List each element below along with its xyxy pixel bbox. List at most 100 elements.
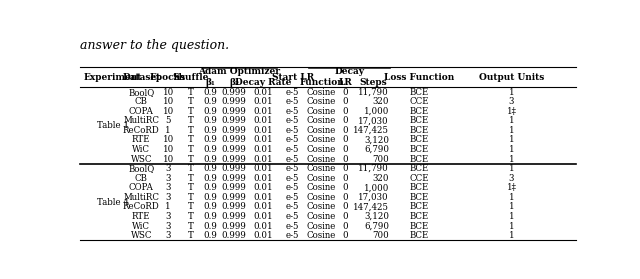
Text: 11,790: 11,790: [358, 164, 389, 173]
Text: 0.01: 0.01: [253, 145, 273, 154]
Text: β₁: β₁: [205, 78, 215, 87]
Text: Cosine: Cosine: [307, 97, 336, 106]
Text: 1: 1: [509, 136, 515, 145]
Text: T: T: [188, 202, 193, 211]
Text: BCE: BCE: [410, 202, 429, 211]
Text: 1,000: 1,000: [364, 183, 389, 192]
Text: T: T: [188, 116, 193, 125]
Text: RTE: RTE: [132, 212, 150, 221]
Text: COPA: COPA: [129, 183, 154, 192]
Text: Cosine: Cosine: [307, 88, 336, 97]
Text: e-5: e-5: [286, 183, 300, 192]
Text: T: T: [188, 231, 193, 240]
Text: e-5: e-5: [286, 97, 300, 106]
Text: 0.01: 0.01: [253, 174, 273, 183]
Text: 0.01: 0.01: [253, 222, 273, 230]
Text: T: T: [188, 155, 193, 163]
Text: BCE: BCE: [410, 116, 429, 125]
Text: Experiment: Experiment: [84, 73, 142, 81]
Text: 0.999: 0.999: [221, 155, 246, 163]
Text: 1: 1: [509, 222, 515, 230]
Text: 3: 3: [165, 193, 171, 202]
Text: 0.999: 0.999: [221, 202, 246, 211]
Text: 0.999: 0.999: [221, 183, 246, 192]
Text: Function: Function: [299, 78, 344, 87]
Text: 10: 10: [163, 145, 173, 154]
Text: Table 1: Table 1: [97, 121, 129, 130]
Text: 17,030: 17,030: [358, 116, 389, 125]
Text: 3,120: 3,120: [364, 212, 389, 221]
Text: BoolQ: BoolQ: [128, 88, 154, 97]
Text: 0.999: 0.999: [221, 212, 246, 221]
Text: 0.01: 0.01: [253, 164, 273, 173]
Text: 0.9: 0.9: [204, 88, 218, 97]
Text: 0: 0: [343, 164, 348, 173]
Text: BCE: BCE: [410, 222, 429, 230]
Text: 3: 3: [165, 231, 171, 240]
Text: 0.999: 0.999: [221, 88, 246, 97]
Text: Cosine: Cosine: [307, 116, 336, 125]
Text: 10: 10: [163, 97, 173, 106]
Text: WiC: WiC: [132, 222, 150, 230]
Text: 1: 1: [509, 202, 515, 211]
Text: e-5: e-5: [286, 222, 300, 230]
Text: 1: 1: [509, 155, 515, 163]
Text: Dataset: Dataset: [122, 73, 161, 81]
Text: COPA: COPA: [129, 107, 154, 116]
Text: 0: 0: [343, 155, 348, 163]
Text: Table 4: Table 4: [97, 198, 129, 207]
Text: 0: 0: [343, 88, 348, 97]
Text: 0.9: 0.9: [204, 193, 218, 202]
Text: BCE: BCE: [410, 183, 429, 192]
Text: 6,790: 6,790: [364, 222, 389, 230]
Text: Cosine: Cosine: [307, 136, 336, 145]
Text: Cosine: Cosine: [307, 183, 336, 192]
Text: 3: 3: [509, 174, 514, 183]
Text: 1: 1: [509, 126, 515, 135]
Text: 320: 320: [372, 97, 389, 106]
Text: 10: 10: [163, 136, 173, 145]
Text: Cosine: Cosine: [307, 155, 336, 163]
Text: Steps: Steps: [360, 78, 387, 87]
Text: 0.9: 0.9: [204, 155, 218, 163]
Text: 147,425: 147,425: [353, 126, 389, 135]
Text: T: T: [188, 97, 193, 106]
Text: 0.01: 0.01: [253, 88, 273, 97]
Text: RTE: RTE: [132, 136, 150, 145]
Text: e-5: e-5: [286, 202, 300, 211]
Text: 0.999: 0.999: [221, 97, 246, 106]
Text: T: T: [188, 107, 193, 116]
Text: 0.999: 0.999: [221, 164, 246, 173]
Text: 0: 0: [343, 97, 348, 106]
Text: e-5: e-5: [286, 145, 300, 154]
Text: 320: 320: [372, 174, 389, 183]
Text: 1‡: 1‡: [506, 183, 516, 192]
Text: 0.999: 0.999: [221, 222, 246, 230]
Text: 3: 3: [165, 164, 171, 173]
Text: e-5: e-5: [286, 116, 300, 125]
Text: 3,120: 3,120: [364, 136, 389, 145]
Text: Epochs: Epochs: [150, 73, 186, 81]
Text: Output Units: Output Units: [479, 73, 544, 81]
Text: β₂: β₂: [229, 78, 239, 87]
Text: Start LR: Start LR: [272, 73, 314, 81]
Text: T: T: [188, 212, 193, 221]
Text: 0.9: 0.9: [204, 145, 218, 154]
Text: Cosine: Cosine: [307, 107, 336, 116]
Text: 0.9: 0.9: [204, 136, 218, 145]
Text: 0.9: 0.9: [204, 231, 218, 240]
Text: 147,425: 147,425: [353, 202, 389, 211]
Text: 0: 0: [343, 231, 348, 240]
Text: WSC: WSC: [131, 155, 152, 163]
Text: BCE: BCE: [410, 145, 429, 154]
Text: 700: 700: [372, 155, 389, 163]
Text: 0: 0: [343, 183, 348, 192]
Text: 0.01: 0.01: [253, 202, 273, 211]
Text: e-5: e-5: [286, 136, 300, 145]
Text: 0: 0: [343, 145, 348, 154]
Text: Decay Rate: Decay Rate: [235, 78, 291, 87]
Text: 5: 5: [165, 116, 171, 125]
Text: Cosine: Cosine: [307, 202, 336, 211]
Text: BoolQ: BoolQ: [128, 164, 154, 173]
Text: Cosine: Cosine: [307, 193, 336, 202]
